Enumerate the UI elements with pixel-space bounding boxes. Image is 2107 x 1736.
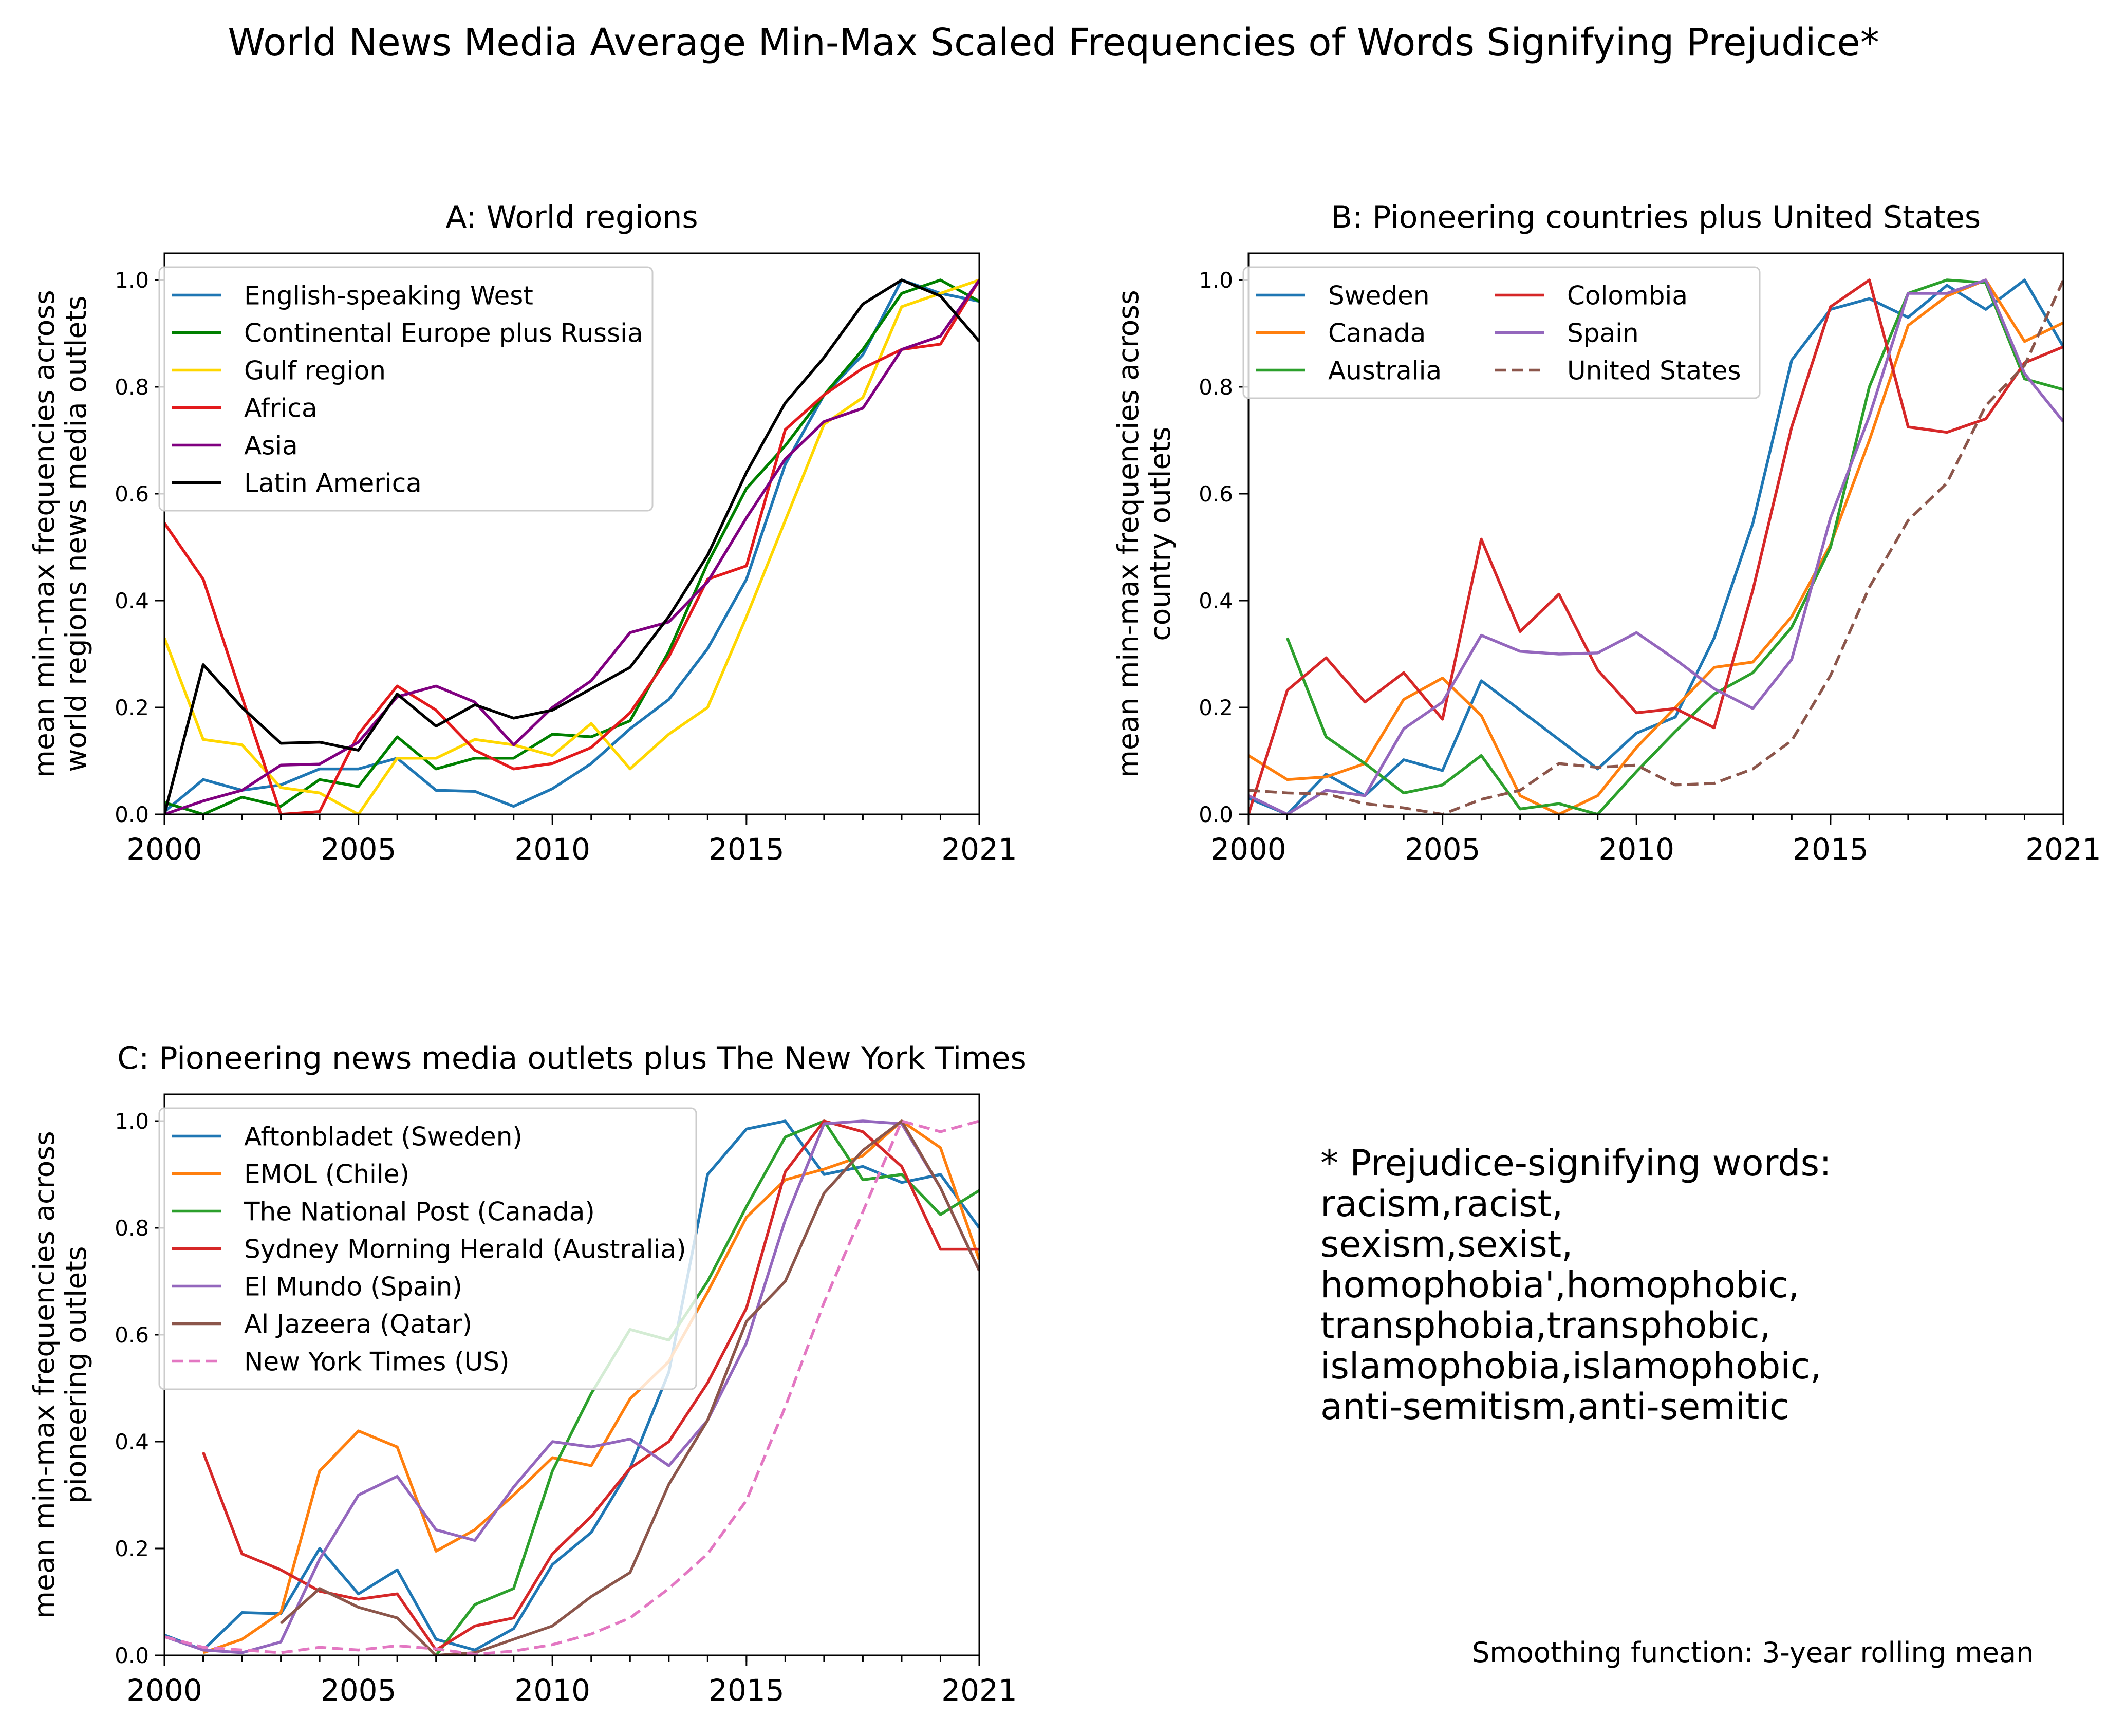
legend-label: Latin America: [244, 469, 422, 498]
smoothing-note: Smoothing function: 3-year rolling mean: [1472, 1636, 2034, 1669]
legend-label: Sydney Morning Herald (Australia): [244, 1235, 686, 1264]
y-tick-label: 0.6: [1199, 481, 1233, 507]
y-tick-label: 0.8: [115, 375, 149, 400]
legend-label: Australia: [1328, 356, 1442, 386]
series-line: [164, 278, 979, 814]
note-line: racism,racist,: [1320, 1183, 1563, 1225]
x-tick-label: 2010: [514, 1673, 590, 1708]
series-line: [279, 1119, 979, 1655]
y-axis-label: mean min-max frequencies across: [1112, 290, 1145, 777]
legend-label: Canada: [1328, 319, 1426, 348]
y-tick-label: 0.2: [115, 1536, 149, 1561]
y-axis-label: country outlets: [1144, 426, 1177, 641]
legend-label: United States: [1567, 356, 1741, 386]
y-tick-label: 0.6: [115, 481, 149, 507]
x-tick-label: 2015: [1793, 832, 1869, 867]
legend-label: Spain: [1567, 319, 1639, 348]
figure-title: World News Media Average Min-Max Scaled …: [228, 21, 1879, 65]
series-line: [164, 1119, 979, 1654]
legend-label: Aftonbladet (Sweden): [244, 1122, 523, 1152]
legend-label: Colombia: [1567, 281, 1688, 311]
legend-label: New York Times (US): [244, 1347, 510, 1377]
y-axis-label: mean min-max frequencies across: [28, 1131, 61, 1618]
x-tick-label: 2005: [321, 1673, 397, 1708]
y-tick-label: 0.4: [1199, 588, 1233, 613]
panel-title: A: World regions: [445, 199, 698, 235]
y-axis-label: mean min-max frequencies across: [28, 290, 61, 777]
chart-panel-3: C: Pioneering news media outlets plus Th…: [28, 1040, 1027, 1708]
legend-box: [158, 266, 654, 512]
chart-panel-1: A: World regions 2000 2005 2010 2015 2021 0.0 0…: [28, 199, 1017, 867]
series-line: [1248, 278, 2063, 814]
x-tick-label: 2000: [126, 832, 202, 867]
x-tick-label: 2021: [2025, 832, 2101, 867]
x-tick-label: 2021: [941, 1673, 1017, 1708]
legend-label: EMOL (Chile): [244, 1160, 409, 1189]
series-line: [164, 278, 979, 814]
y-tick-label: 0.8: [115, 1216, 149, 1241]
series-line: [1248, 279, 2063, 814]
series-line: [164, 279, 979, 814]
series-line: [164, 1119, 979, 1655]
y-tick-label: 0.4: [115, 1429, 149, 1454]
x-tick-label: 2015: [708, 832, 785, 867]
legend-label: El Mundo (Spain): [244, 1272, 462, 1302]
series-line: [1248, 278, 2063, 814]
y-tick-label: 1.0: [115, 268, 149, 293]
series-line: [1285, 278, 2063, 814]
legend-label: Continental Europe plus Russia: [244, 319, 643, 348]
series-line: [164, 279, 979, 814]
x-tick-label: 2005: [1405, 832, 1481, 867]
note-line: sexism,sexist,: [1320, 1223, 1573, 1265]
y-tick-label: 0.0: [115, 1643, 149, 1668]
x-tick-label: 2010: [514, 832, 590, 867]
y-tick-label: 1.0: [1199, 268, 1233, 293]
note-line: anti-semitism,anti-semitic: [1320, 1386, 1789, 1428]
note-line: * Prejudice-signifying words:: [1320, 1142, 1832, 1184]
plot-frame: [163, 252, 980, 815]
series-line: [1248, 278, 2063, 814]
series-line: [164, 278, 979, 813]
x-tick-label: 2010: [1598, 832, 1674, 867]
legend-label: Asia: [244, 431, 298, 461]
x-tick-label: 2021: [941, 832, 1017, 867]
x-tick-label: 2000: [1210, 832, 1286, 867]
y-tick-label: 0.8: [1199, 375, 1233, 400]
y-tick-label: 0.2: [115, 695, 149, 720]
legend-label: Africa: [244, 394, 318, 423]
y-axis-label: world regions news media outlets: [60, 295, 92, 772]
legend-label: Al Jazeera (Qatar): [244, 1310, 472, 1339]
legend-label: English-speaking West: [244, 281, 533, 311]
x-tick-label: 2000: [126, 1673, 202, 1708]
prejudice-words-note: * Prejudice-signifying words: racism,rac…: [1320, 1143, 1832, 1427]
legend-box: [158, 1107, 697, 1390]
x-tick-label: 2015: [708, 1673, 785, 1708]
legend-label: Sweden: [1328, 281, 1430, 311]
panel-title: C: Pioneering news media outlets plus Th…: [117, 1040, 1027, 1076]
series-line: [164, 278, 979, 814]
legend-label: Gulf region: [244, 356, 386, 386]
y-tick-label: 0.6: [115, 1322, 149, 1348]
chart-panel-2: B: Pioneering countries plus United Stat…: [1112, 199, 2101, 867]
y-axis-label: pioneering outlets: [60, 1246, 92, 1504]
series-line: [435, 1119, 979, 1655]
plot-frame: [1247, 252, 2064, 815]
note-line: homophobia',homophobic,: [1320, 1264, 1800, 1306]
y-tick-label: 1.0: [115, 1109, 149, 1134]
x-tick-label: 2005: [321, 832, 397, 867]
panel-title: B: Pioneering countries plus United Stat…: [1331, 199, 1981, 235]
legend-label: The National Post (Canada): [244, 1197, 595, 1227]
y-tick-label: 0.2: [1199, 695, 1233, 720]
note-line: islamophobia,islamophobic,: [1320, 1345, 1822, 1387]
y-tick-label: 0.0: [1199, 802, 1233, 827]
note-line: transphobia,transphobic,: [1320, 1304, 1771, 1347]
y-tick-label: 0.0: [115, 802, 149, 827]
y-tick-label: 0.4: [115, 588, 149, 613]
